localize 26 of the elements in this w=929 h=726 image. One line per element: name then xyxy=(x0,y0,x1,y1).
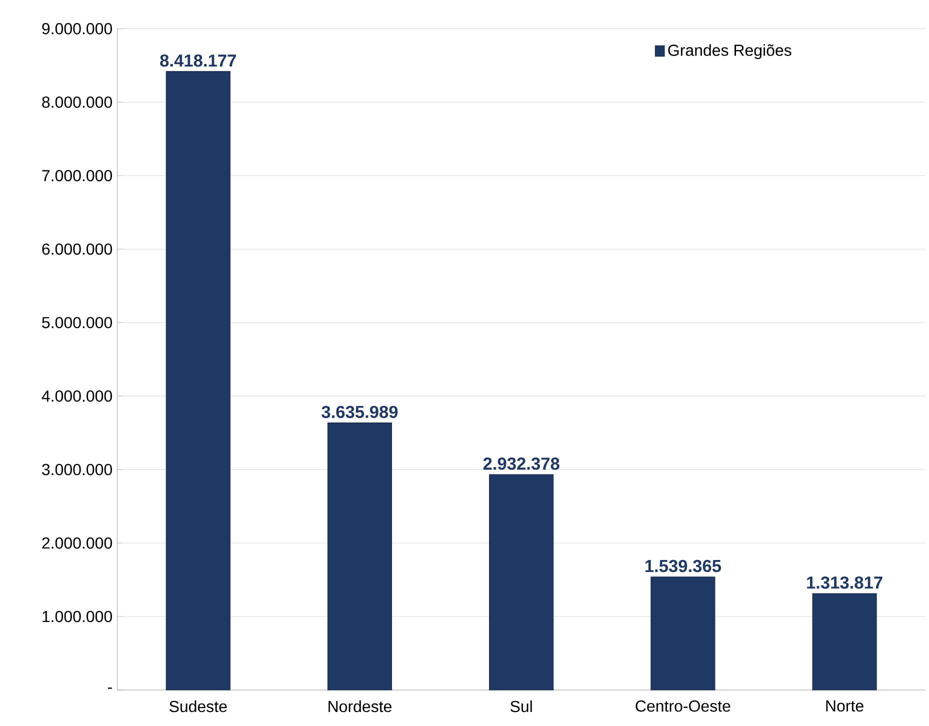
y-tick-label: 7.000.000 xyxy=(42,170,112,182)
y-tick-label: 5.000.000 xyxy=(42,316,112,328)
bar xyxy=(812,593,877,690)
bar xyxy=(650,576,716,690)
legend-label: Grandes Regiões xyxy=(668,44,792,60)
bar xyxy=(327,422,392,690)
data-label: 1.539.365 xyxy=(645,560,721,572)
data-label: 1.313.817 xyxy=(807,576,882,589)
x-tick-label: Sudeste xyxy=(170,700,227,712)
x-tick-label: Norte xyxy=(826,700,864,712)
y-tick-label: 2.000.000 xyxy=(42,537,112,549)
y-tick-label: 4.000.000 xyxy=(42,390,112,402)
y-tick-label: 1.000.000 xyxy=(42,610,112,622)
x-tick-label: Centro-Oeste xyxy=(636,700,730,712)
y-tick-label: 8.000.000 xyxy=(42,96,112,108)
y-tick-label: 6.000.000 xyxy=(42,243,112,255)
bar xyxy=(166,71,230,690)
y-tick-label: 9.000.000 xyxy=(42,23,112,34)
x-tick-label: Nordeste xyxy=(328,700,392,712)
data-label: 2.932.378 xyxy=(483,458,560,470)
data-label: 3.635.989 xyxy=(322,406,398,418)
y-tick-label: - xyxy=(108,688,112,689)
x-tick-label: Sul xyxy=(510,700,532,712)
y-tick-label: 3.000.000 xyxy=(42,464,112,476)
bar xyxy=(489,474,554,690)
data-label: 8.418.177 xyxy=(160,54,236,67)
